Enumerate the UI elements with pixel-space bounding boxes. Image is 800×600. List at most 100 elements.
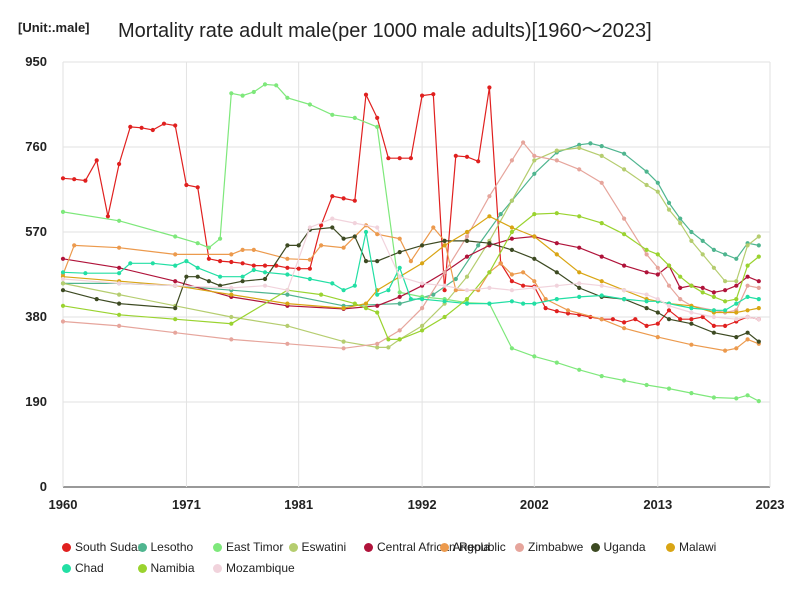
data-point-namibia (711, 294, 717, 299)
data-point-east-timor (229, 91, 234, 96)
legend-item-angola[interactable]: Angola (439, 540, 490, 554)
data-point-south-sudan (262, 263, 268, 268)
series-line-namibia (62, 212, 760, 340)
data-point-namibia (554, 211, 559, 216)
legend-item-mozambique[interactable]: Mozambique (213, 561, 295, 575)
data-point-angola (117, 245, 122, 250)
data-point-eswatini (745, 243, 750, 248)
legend-label: East Timor (226, 540, 284, 554)
data-point-chad (711, 308, 717, 313)
data-point-eswatini (60, 281, 66, 286)
data-point-central-african-republic (397, 294, 402, 299)
data-point-angola (655, 335, 660, 340)
data-point-namibia (352, 301, 357, 306)
legend-item-chad[interactable]: Chad (62, 561, 104, 575)
legend-item-south-sudan[interactable]: South Sudan (62, 540, 144, 554)
data-point-east-timor (352, 115, 357, 120)
data-point-lesotho (476, 243, 481, 248)
data-point-central-african-republic (554, 241, 559, 246)
data-point-mozambique (554, 283, 559, 288)
data-point-south-sudan (610, 317, 616, 322)
data-point-south-sudan (296, 266, 301, 271)
legend-swatch (137, 563, 147, 573)
data-point-chad (195, 265, 200, 270)
data-point-chad (83, 271, 88, 276)
y-tick-label: 380 (25, 309, 47, 324)
data-point-south-sudan (700, 314, 705, 320)
x-tick-label: 1981 (284, 497, 313, 512)
data-point-zimbabwe (420, 306, 425, 311)
y-tick-label: 950 (25, 54, 47, 69)
data-point-south-sudan (94, 158, 99, 163)
data-point-lesotho (644, 169, 649, 174)
data-point-mozambique (229, 285, 234, 290)
data-point-angola (622, 326, 627, 331)
axis-tick-labels: 0 190 380 570 760 950 1960 1971 1981 1992 2002 2013… (25, 54, 784, 512)
legend-item-east-timor[interactable]: East Timor (213, 540, 283, 554)
data-point-eswatini (734, 279, 739, 284)
data-point-namibia (644, 247, 649, 252)
data-point-east-timor (262, 82, 268, 87)
data-point-chad (251, 267, 256, 273)
legend-item-lesotho[interactable]: Lesotho (137, 540, 193, 554)
legend-item-malawi[interactable]: Malawi (666, 540, 716, 554)
legend-item-eswatini[interactable]: Eswatini (288, 540, 346, 554)
data-point-angola (173, 252, 178, 257)
data-point-angola (319, 243, 324, 248)
legend-swatch (288, 542, 298, 552)
data-point-malawi (756, 306, 761, 311)
data-point-namibia (117, 312, 122, 317)
unit-label: [Unit:.male] (18, 20, 90, 35)
data-point-angola (599, 317, 604, 322)
data-point-mozambique (442, 283, 447, 288)
data-point-zimbabwe (173, 330, 178, 335)
data-point-zimbabwe (117, 323, 122, 328)
data-point-zimbabwe (442, 270, 447, 275)
data-point-east-timor (666, 386, 672, 391)
data-point-east-timor (711, 395, 717, 400)
data-point-zimbabwe (599, 180, 604, 185)
data-point-angola (498, 261, 503, 266)
data-point-mozambique (285, 288, 290, 293)
data-point-east-timor (644, 382, 649, 388)
data-point-central-african-republic (464, 254, 470, 259)
data-point-eswatini (666, 207, 672, 212)
data-point-mozambique (352, 221, 357, 226)
data-point-central-african-republic (375, 303, 380, 308)
data-point-eswatini (711, 265, 717, 270)
data-point-south-sudan (723, 323, 728, 328)
data-point-mozambique (666, 303, 672, 308)
data-point-eswatini (420, 323, 425, 328)
data-point-east-timor (173, 234, 178, 239)
series-lesotho (60, 141, 761, 308)
legend-item-zimbabwe[interactable]: Zimbabwe (515, 540, 583, 554)
data-point-uganda (734, 335, 739, 340)
legend-item-uganda[interactable]: Uganda (590, 540, 646, 554)
legend-item-namibia[interactable]: Namibia (137, 561, 195, 575)
data-point-uganda (184, 274, 189, 279)
legend-swatch (439, 542, 449, 552)
data-point-mozambique (711, 314, 717, 320)
data-point-south-sudan (161, 121, 167, 126)
data-point-namibia (700, 290, 705, 295)
data-point-chad (644, 299, 649, 304)
y-tick-label: 190 (25, 394, 47, 409)
data-point-chad (420, 297, 425, 302)
series-line-east-timor (62, 83, 760, 402)
data-point-chad (408, 297, 413, 302)
data-point-uganda (711, 330, 717, 335)
data-point-zimbabwe (60, 319, 66, 324)
data-point-lesotho (711, 247, 717, 252)
data-point-east-timor (599, 374, 604, 379)
data-point-east-timor (756, 399, 761, 404)
data-point-chad (532, 301, 537, 306)
data-point-south-sudan (229, 259, 234, 265)
data-point-zimbabwe (397, 328, 402, 333)
data-point-east-timor (689, 391, 694, 396)
data-point-uganda (577, 285, 582, 290)
data-point-eswatini (700, 252, 705, 257)
data-point-lesotho (498, 212, 503, 217)
data-point-south-sudan (352, 198, 357, 203)
data-point-angola (397, 236, 402, 241)
